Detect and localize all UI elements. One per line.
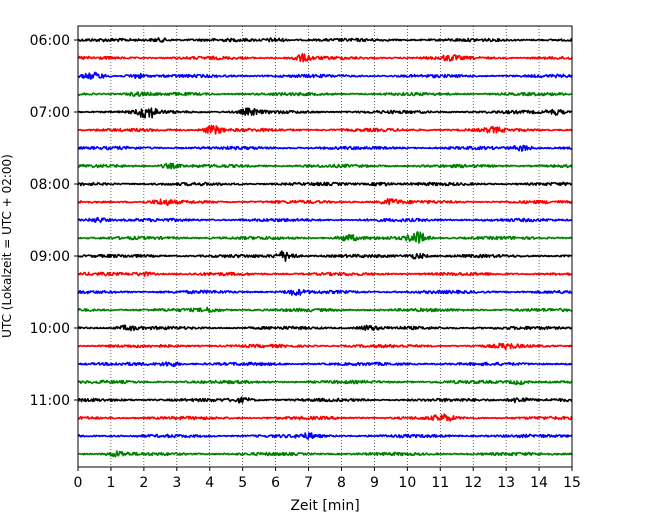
x-tick-label: 9 xyxy=(370,475,379,491)
trace-line xyxy=(77,162,573,170)
trace-line xyxy=(77,413,573,422)
y-axis-label: UTC (Lokalzeit = UTC + 02:00) xyxy=(0,154,14,338)
trace-line xyxy=(77,450,573,458)
x-tick-label: 6 xyxy=(271,475,280,491)
x-tick-label: 8 xyxy=(337,475,346,491)
trace-line xyxy=(77,250,573,263)
x-tick-label: 1 xyxy=(106,475,115,491)
trace-line xyxy=(77,379,573,386)
trace-line xyxy=(77,216,573,223)
y-tick-label: 09:00 xyxy=(30,249,70,265)
trace-line xyxy=(77,342,573,351)
trace-line xyxy=(77,271,573,278)
x-tick-label: 15 xyxy=(563,475,581,491)
y-tick-label: 06:00 xyxy=(30,33,70,49)
trace-line xyxy=(77,432,573,440)
x-tick-label: 12 xyxy=(464,475,482,491)
trace-line xyxy=(77,361,573,368)
x-axis-label: Zeit [min] xyxy=(290,498,359,514)
trace-group xyxy=(77,37,573,458)
x-tick-label: 0 xyxy=(74,475,83,491)
trace-line xyxy=(77,144,573,152)
plot-frame xyxy=(77,25,573,468)
trace-line xyxy=(77,230,573,244)
x-tick-label: 5 xyxy=(238,475,247,491)
trace-line xyxy=(77,324,573,332)
x-tick-label: 10 xyxy=(398,475,416,491)
x-tick-label: 11 xyxy=(431,475,449,491)
trace-line xyxy=(77,396,573,404)
trace-line xyxy=(77,71,573,80)
trace-line xyxy=(77,181,573,187)
y-tick-label: 07:00 xyxy=(30,105,70,121)
trace-line xyxy=(77,306,573,314)
trace-line xyxy=(77,37,573,43)
trace-line xyxy=(77,91,573,98)
x-tick-label: 2 xyxy=(139,475,148,491)
y-tick-label: 08:00 xyxy=(30,177,70,193)
y-tick-label: 11:00 xyxy=(30,393,70,409)
x-axis: 0 1 2 3 4 5 6 7 8 9 10 11 12 13 14 15 xyxy=(74,467,581,491)
trace-line xyxy=(77,288,573,297)
trace-line xyxy=(77,197,573,207)
x-tick-label: 4 xyxy=(205,475,214,491)
x-tick-label: 3 xyxy=(172,475,181,491)
trace-line xyxy=(77,124,573,135)
y-axis: 06:00 07:00 08:00 09:00 10:00 11:00 xyxy=(30,33,78,409)
x-tick-label: 13 xyxy=(497,475,515,491)
trace-line xyxy=(77,52,573,63)
trace-line xyxy=(77,107,573,119)
x-tick-label: 14 xyxy=(530,475,548,491)
y-tick-label: 10:00 xyxy=(30,321,70,337)
x-tick-label: 7 xyxy=(304,475,313,491)
